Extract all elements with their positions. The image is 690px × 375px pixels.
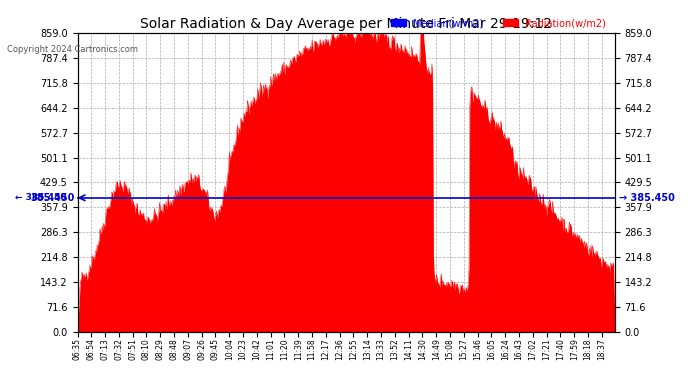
Text: 385.450: 385.450 [30,193,75,203]
Text: → 385.450: → 385.450 [619,193,675,203]
Legend: Median(w/m2), Radiation(w/m2): Median(w/m2), Radiation(w/m2) [387,14,610,32]
Text: ← 385.450: ← 385.450 [15,193,66,202]
Text: Copyright 2024 Cartronics.com: Copyright 2024 Cartronics.com [7,45,138,54]
Title: Solar Radiation & Day Average per Minute Fri Mar 29 19:12: Solar Radiation & Day Average per Minute… [140,16,552,31]
